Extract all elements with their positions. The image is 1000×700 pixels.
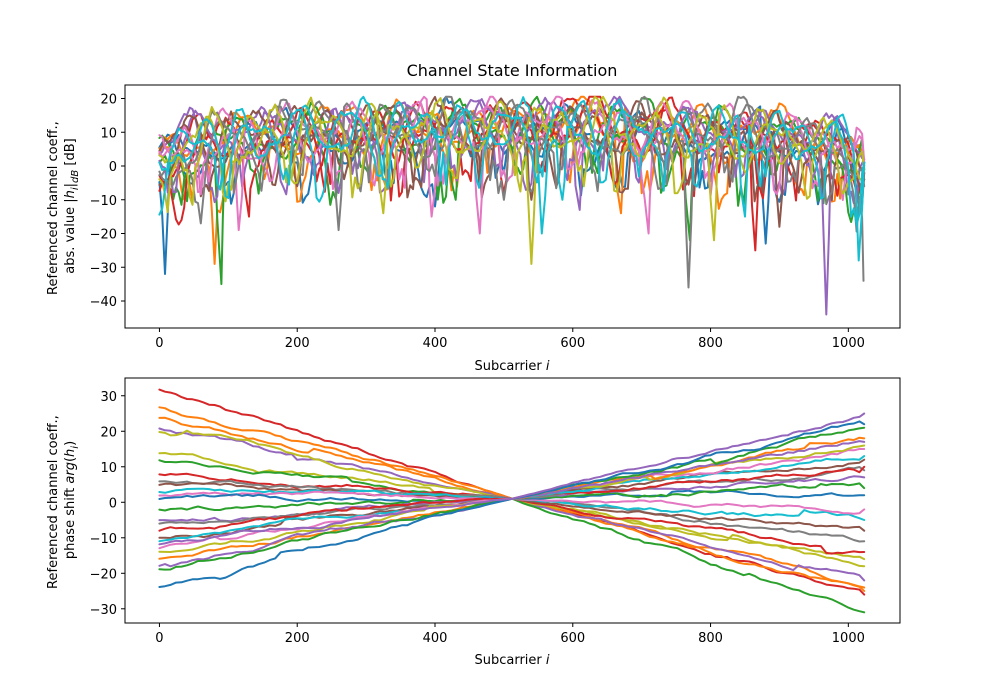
phase-x-ticks: 0 200 400 600 800 1000 — [155, 623, 865, 646]
magnitude-series-line — [158, 98, 866, 226]
phase-x-axis-label: Subcarrier i — [474, 653, 549, 668]
phase-subplot: 0 200 400 600 800 1000 −30 −20 −10 0 10 20 30 Subca… — [46, 377, 901, 668]
magnitude-x-tick-label: 600 — [560, 336, 585, 351]
magnitude-x-ticks: 0 200 400 600 800 1000 — [155, 328, 865, 351]
magnitude-y-tick-label: −30 — [90, 261, 117, 276]
phase-y-axis-label: Referenced channel coeff., phase shift a… — [46, 411, 81, 589]
phase-y-tick-label: 20 — [100, 425, 117, 440]
magnitude-x-axis-label: Subcarrier i — [474, 359, 549, 374]
magnitude-subplot: 0 200 400 600 800 1000 −40 −30 −20 −10 0 10 20 Subc… — [46, 84, 901, 374]
phase-axes-frame — [124, 377, 901, 624]
magnitude-y-tick-label: 0 — [109, 160, 117, 175]
phase-y-tick-label: 0 — [109, 496, 117, 511]
magnitude-x-tick-label: 0 — [155, 336, 163, 351]
magnitude-y-tick-label: −40 — [90, 295, 117, 310]
magnitude-axes-frame — [124, 84, 901, 329]
chart-title: Channel State Information — [407, 61, 618, 80]
phase-y-axis-label-line2: phase shift arg(hi) — [63, 441, 81, 559]
phase-y-tick-label: −30 — [90, 603, 117, 618]
phase-y-tick-label: −20 — [90, 567, 117, 582]
magnitude-series-line — [158, 95, 866, 262]
magnitude-y-tick-label: 10 — [100, 126, 117, 141]
phase-x-tick-label: 800 — [698, 631, 723, 646]
phase-y-tick-label: 30 — [100, 390, 117, 405]
magnitude-y-tick-label: −20 — [90, 228, 117, 243]
phase-series-line — [158, 412, 866, 546]
phase-series-group — [158, 388, 866, 614]
phase-y-tick-label: 10 — [100, 461, 117, 476]
magnitude-series-line — [158, 95, 866, 206]
phase-y-tick-label: −10 — [90, 532, 117, 547]
magnitude-x-tick-label: 200 — [285, 336, 310, 351]
magnitude-y-axis-label: Referenced channel coeff., abs. value |h… — [46, 117, 81, 295]
magnitude-x-tick-label: 400 — [423, 336, 448, 351]
phase-x-tick-label: 600 — [560, 631, 585, 646]
phase-x-tick-label: 400 — [423, 631, 448, 646]
magnitude-y-axis-label-line1: Referenced channel coeff., — [46, 121, 61, 295]
magnitude-y-ticks: −40 −30 −20 −10 0 10 20 — [90, 93, 125, 310]
phase-x-tick-label: 1000 — [832, 631, 865, 646]
magnitude-x-tick-label: 800 — [698, 336, 723, 351]
phase-x-tick-label: 200 — [285, 631, 310, 646]
phase-y-ticks: −30 −20 −10 0 10 20 30 — [90, 390, 125, 618]
magnitude-series-group — [158, 95, 866, 316]
phase-x-tick-label: 0 — [155, 631, 163, 646]
magnitude-y-tick-label: −10 — [90, 194, 117, 209]
phase-y-axis-label-line1: Referenced channel coeff., — [46, 415, 61, 589]
magnitude-x-tick-label: 1000 — [832, 336, 865, 351]
magnitude-y-tick-label: 20 — [100, 93, 117, 108]
